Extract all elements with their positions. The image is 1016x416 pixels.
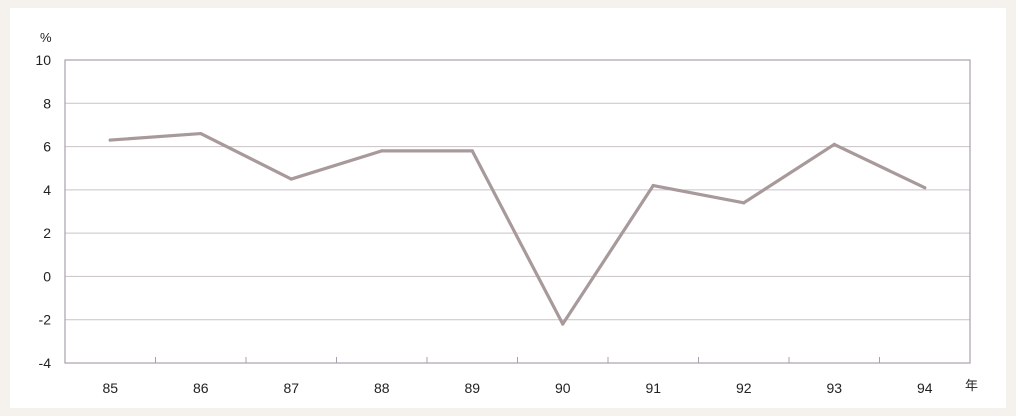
data-point: [108, 138, 112, 142]
data-point: [380, 149, 384, 153]
y-tick-label: 0: [43, 268, 51, 284]
x-tick-label: 87: [283, 380, 299, 396]
x-tick-label: 89: [464, 380, 480, 396]
x-tick-label: 90: [555, 380, 571, 396]
data-point: [832, 142, 836, 147]
data-point: [923, 186, 927, 190]
series: [108, 131, 927, 326]
y-tick-labels: 10 8 6 4 2 0 -2 -4: [35, 52, 51, 371]
x-ticks: [155, 357, 880, 363]
x-tick-label: 86: [193, 380, 209, 396]
plot-frame: [64, 59, 971, 364]
x-tick-label: 92: [736, 380, 752, 396]
y-tick-label: -4: [39, 355, 52, 371]
y-unit-label: %: [40, 30, 52, 45]
grid-lines: [65, 102, 970, 321]
x-tick-label: 91: [645, 380, 661, 396]
y-tick-label: 10: [35, 52, 51, 68]
y-tick-label: 4: [43, 182, 51, 198]
series-line: [108, 131, 927, 326]
x-tick-labels: 85 86 87 88 89 90 91 92 93 94: [102, 380, 932, 396]
x-unit-label: 年: [965, 378, 978, 393]
x-tick-label: 85: [102, 380, 118, 396]
data-point: [199, 131, 203, 136]
data-point: [651, 183, 655, 188]
y-tick-label: 2: [43, 225, 51, 241]
data-point: [470, 149, 474, 153]
data-point: [289, 177, 293, 181]
x-tick-label: 88: [374, 380, 390, 396]
y-tick-label: 8: [43, 95, 51, 111]
y-tick-label: 6: [43, 139, 51, 155]
x-tick-label: 93: [826, 380, 842, 396]
y-tick-label: -2: [39, 312, 52, 328]
x-tick-label: 94: [917, 380, 933, 396]
data-point: [742, 201, 746, 205]
chart-card: 10 8 6 4 2 0 -2 -4 85 86 87 88 89 90 91 92 93 94 % 年: [10, 8, 1006, 408]
data-point: [561, 322, 565, 326]
